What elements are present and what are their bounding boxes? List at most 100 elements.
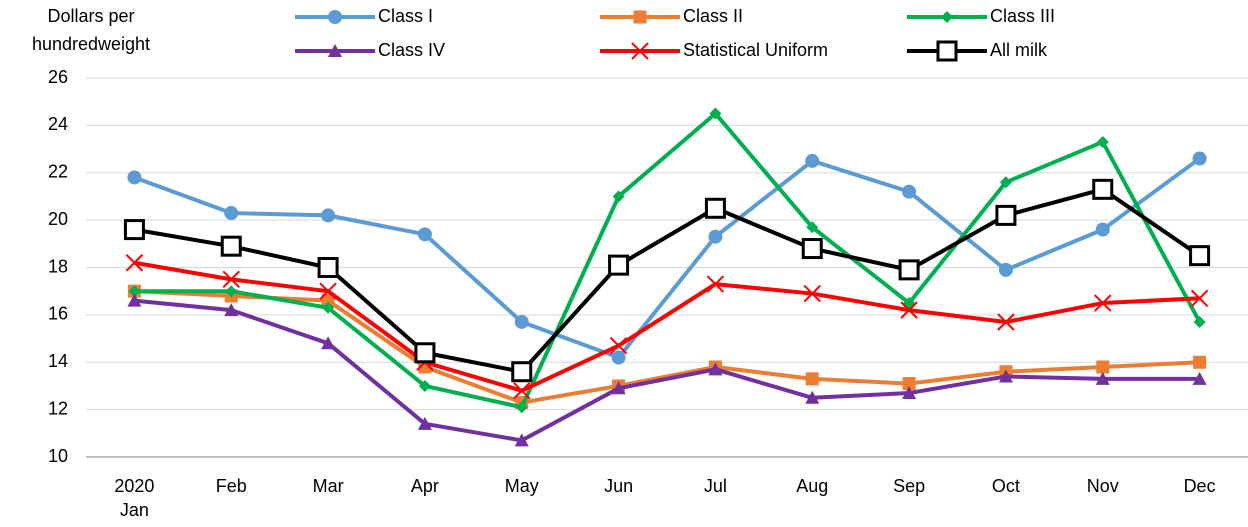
marker: [322, 301, 335, 314]
marker: [1095, 371, 1110, 385]
series: [127, 151, 1207, 365]
line: [133, 156, 1201, 360]
marker: [220, 235, 242, 257]
marker: [1092, 178, 1114, 200]
series: [127, 284, 1207, 410]
x-tick-label: Oct: [992, 476, 1020, 496]
marker: [128, 285, 141, 298]
x-tick-label: Jun: [604, 476, 633, 496]
marker: [321, 294, 335, 308]
series: [127, 293, 1207, 447]
x-tick-label: Apr: [411, 476, 439, 496]
line: [134, 187, 1201, 374]
legend-label: Statistical Uniform: [683, 40, 828, 60]
marker: [902, 377, 916, 391]
marker: [936, 40, 958, 62]
x-tick-label: Aug: [796, 476, 828, 496]
marker: [708, 229, 723, 244]
legend-label: Class IV: [378, 40, 445, 60]
marker: [225, 285, 238, 298]
marker: [611, 350, 626, 365]
marker: [1094, 294, 1112, 312]
marker: [801, 238, 823, 260]
marker: [1190, 289, 1209, 308]
marker: [902, 386, 917, 400]
series: [128, 107, 1206, 414]
y-axis-label: Dollars per: [47, 6, 134, 26]
x-tick-label: Nov: [1087, 476, 1119, 496]
x-tick-label: Sep: [893, 476, 925, 496]
marker: [328, 44, 342, 57]
series: [123, 178, 1211, 383]
marker: [941, 11, 953, 23]
marker: [1192, 151, 1207, 166]
marker: [1096, 135, 1109, 148]
y-tick-label: 12: [48, 398, 68, 418]
legend-label: Class III: [990, 6, 1055, 26]
marker: [418, 379, 431, 392]
marker: [995, 204, 1017, 226]
marker: [898, 259, 920, 281]
x-tick-label: Jul: [704, 476, 727, 496]
marker: [125, 254, 144, 272]
x-tick-label: Dec: [1184, 476, 1216, 496]
marker: [612, 190, 625, 203]
marker: [805, 372, 819, 386]
legend-label: All milk: [990, 40, 1048, 60]
marker: [704, 197, 726, 219]
legend-label: Class I: [378, 6, 433, 26]
y-tick-label: 16: [48, 304, 68, 324]
marker: [1096, 360, 1110, 374]
marker: [513, 381, 531, 400]
marker: [511, 361, 533, 383]
marker: [708, 362, 723, 376]
marker: [328, 10, 342, 24]
marker: [1193, 355, 1207, 369]
x-tick-label: May: [505, 476, 539, 496]
y-tick-label: 10: [48, 446, 68, 466]
x-tick-label: Mar: [313, 476, 344, 496]
marker: [414, 342, 436, 364]
x-year-label: 2020: [114, 476, 154, 496]
marker: [224, 206, 239, 221]
marker: [706, 275, 725, 293]
marker: [609, 336, 628, 355]
y-tick-label: 14: [48, 351, 68, 371]
marker: [902, 184, 917, 199]
marker: [803, 284, 821, 303]
y-tick-label: 24: [48, 114, 68, 134]
marker: [998, 262, 1013, 277]
marker: [1189, 245, 1211, 267]
marker: [417, 416, 432, 430]
marker: [611, 381, 626, 395]
marker: [319, 282, 337, 300]
y-tick-label: 20: [48, 209, 68, 229]
y-axis-label: hundredweight: [32, 34, 150, 54]
y-tick-label: 18: [48, 256, 68, 276]
series: [125, 254, 1209, 400]
marker: [631, 42, 649, 60]
marker: [127, 170, 142, 185]
marker: [805, 390, 820, 404]
marker: [515, 401, 528, 414]
x-tick-label: Feb: [216, 476, 247, 496]
marker: [224, 303, 239, 317]
marker: [1095, 222, 1110, 237]
marker: [514, 433, 529, 447]
marker: [514, 314, 529, 329]
marker: [127, 293, 142, 307]
marker: [900, 301, 918, 319]
line: [134, 298, 1200, 443]
marker: [317, 257, 339, 278]
marker: [997, 313, 1015, 331]
marker: [321, 336, 336, 350]
marker: [1192, 371, 1207, 385]
marker: [123, 219, 145, 241]
marker: [633, 10, 647, 24]
marker: [999, 176, 1012, 189]
marker: [321, 208, 336, 223]
line: [134, 260, 1200, 393]
marker: [709, 107, 722, 120]
y-tick-label: 26: [48, 67, 68, 87]
marker: [222, 270, 240, 289]
